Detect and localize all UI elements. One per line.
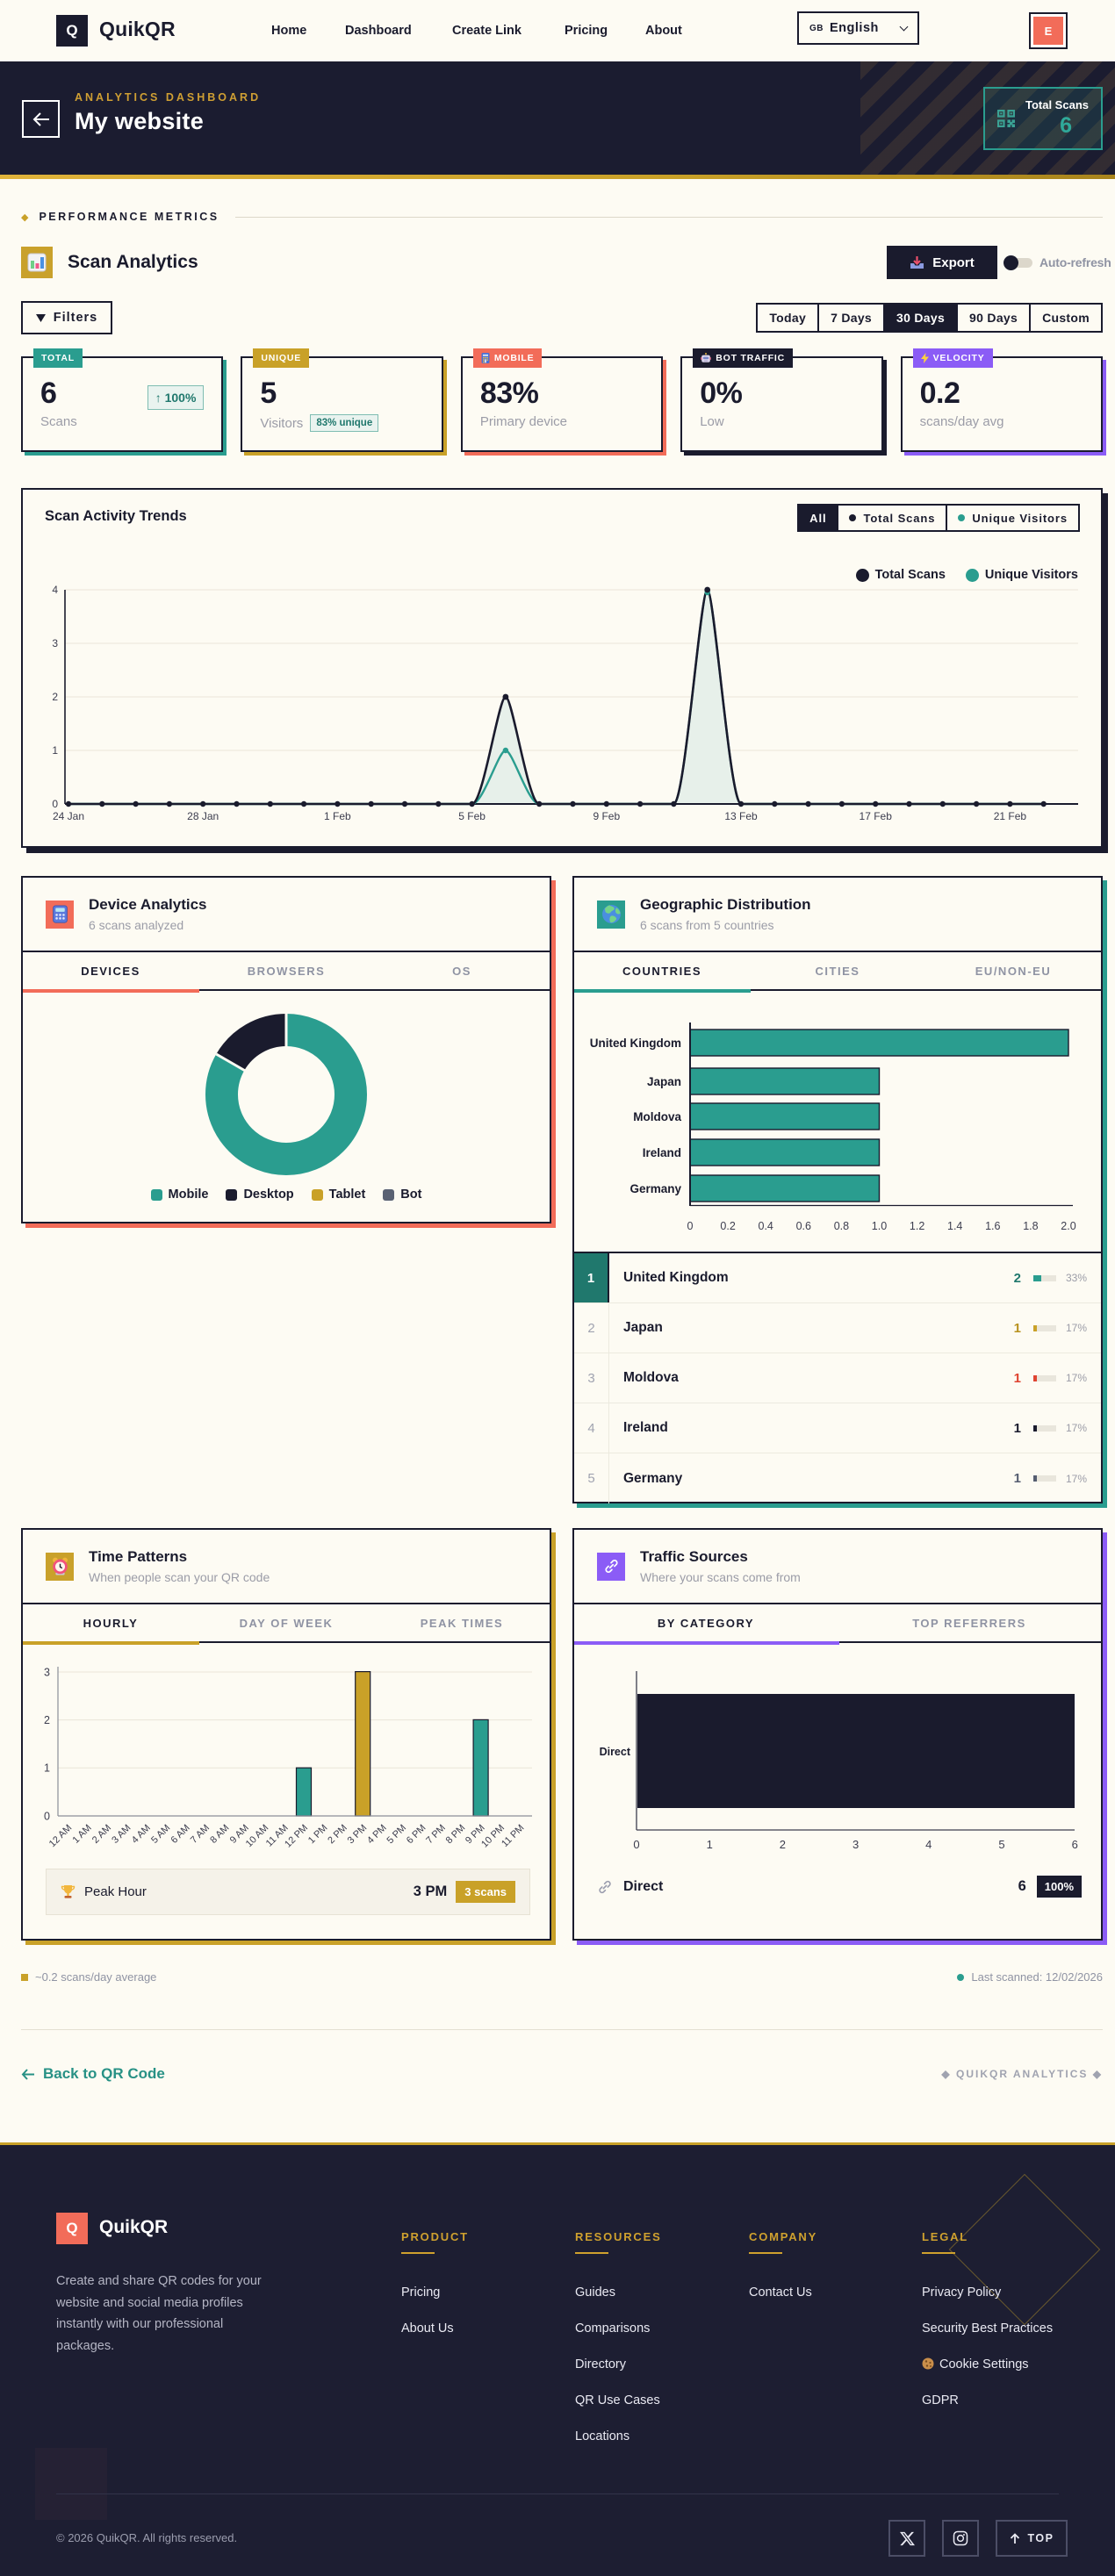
svg-text:Direct: Direct: [600, 1746, 631, 1758]
svg-text:1: 1: [707, 1838, 713, 1851]
svg-text:28 Jan: 28 Jan: [187, 810, 219, 822]
svg-text:24 Jan: 24 Jan: [53, 810, 84, 822]
svg-text:1 AM: 1 AM: [71, 1823, 94, 1846]
svg-text:3 AM: 3 AM: [110, 1823, 133, 1846]
svg-text:1.6: 1.6: [985, 1220, 1000, 1232]
svg-text:1.0: 1.0: [872, 1220, 887, 1232]
svg-text:0: 0: [44, 1811, 50, 1823]
svg-text:0: 0: [633, 1838, 639, 1851]
svg-text:0.4: 0.4: [759, 1220, 773, 1232]
svg-text:1: 1: [44, 1762, 50, 1775]
svg-text:9 Feb: 9 Feb: [593, 810, 620, 822]
svg-text:5 Feb: 5 Feb: [458, 810, 486, 822]
svg-text:Ireland: Ireland: [643, 1146, 681, 1159]
svg-text:1 Feb: 1 Feb: [324, 810, 351, 822]
svg-text:5 AM: 5 AM: [149, 1823, 172, 1846]
svg-text:6 AM: 6 AM: [169, 1823, 192, 1846]
svg-text:12 AM: 12 AM: [47, 1823, 75, 1850]
svg-text:Germany: Germany: [629, 1182, 681, 1195]
svg-text:4 PM: 4 PM: [365, 1823, 389, 1847]
svg-text:3: 3: [52, 637, 58, 649]
svg-text:7 PM: 7 PM: [424, 1823, 448, 1847]
svg-text:1: 1: [52, 744, 58, 757]
svg-text:6 PM: 6 PM: [405, 1823, 428, 1847]
svg-text:3 PM: 3 PM: [346, 1823, 370, 1847]
svg-text:Moldova: Moldova: [633, 1110, 681, 1123]
svg-text:4: 4: [52, 584, 58, 596]
svg-text:3: 3: [44, 1667, 50, 1679]
svg-text:0.2: 0.2: [720, 1220, 735, 1232]
svg-text:1 PM: 1 PM: [306, 1823, 330, 1847]
svg-text:10 AM: 10 AM: [244, 1823, 271, 1850]
svg-text:Japan: Japan: [647, 1075, 681, 1088]
svg-text:21 Feb: 21 Feb: [994, 810, 1027, 822]
svg-text:4: 4: [925, 1838, 932, 1851]
svg-text:0: 0: [52, 798, 58, 810]
svg-text:2 PM: 2 PM: [326, 1823, 349, 1847]
svg-text:0: 0: [687, 1220, 694, 1232]
svg-text:2 AM: 2 AM: [90, 1823, 113, 1846]
svg-text:8 AM: 8 AM: [208, 1823, 231, 1846]
svg-text:1.4: 1.4: [947, 1220, 962, 1232]
svg-text:1.8: 1.8: [1023, 1220, 1038, 1232]
svg-text:United Kingdom: United Kingdom: [590, 1037, 681, 1050]
svg-text:2.0: 2.0: [1061, 1220, 1075, 1232]
svg-text:6: 6: [1072, 1838, 1078, 1851]
svg-text:5: 5: [998, 1838, 1004, 1851]
svg-text:2: 2: [44, 1714, 50, 1726]
svg-text:13 Feb: 13 Feb: [724, 810, 758, 822]
svg-text:8 PM: 8 PM: [444, 1823, 468, 1847]
svg-text:11 PM: 11 PM: [500, 1823, 526, 1849]
svg-text:17 Feb: 17 Feb: [860, 810, 893, 822]
svg-text:0.8: 0.8: [834, 1220, 849, 1232]
svg-text:3: 3: [852, 1838, 859, 1851]
svg-text:4 AM: 4 AM: [130, 1823, 153, 1846]
svg-text:0.6: 0.6: [796, 1220, 811, 1232]
svg-text:2: 2: [52, 691, 58, 703]
svg-text:5 PM: 5 PM: [385, 1823, 408, 1847]
svg-text:7 AM: 7 AM: [189, 1823, 212, 1846]
svg-text:2: 2: [780, 1838, 786, 1851]
svg-text:1.2: 1.2: [910, 1220, 924, 1232]
